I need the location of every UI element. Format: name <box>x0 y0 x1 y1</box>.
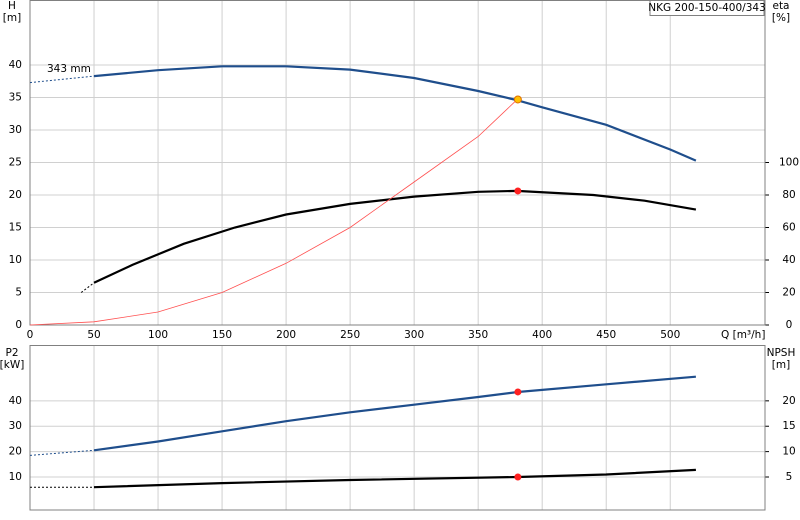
curve <box>29 99 517 326</box>
operating-point <box>514 473 522 481</box>
curve <box>93 65 697 162</box>
curve <box>93 375 696 452</box>
y-tick-label: 30 <box>9 124 22 136</box>
operating-point <box>513 95 522 104</box>
y2-axis-label: NPSH <box>767 347 796 359</box>
y2-axis-unit: [%] <box>772 12 790 24</box>
y-axis-label: H <box>8 0 16 12</box>
curve <box>93 189 697 284</box>
y2-axis-unit: [m] <box>772 359 790 371</box>
y2-axis-label: eta <box>772 0 789 12</box>
y2-tick-label: 0 <box>786 319 793 331</box>
y-tick-label: 0 <box>15 319 22 331</box>
curve-extension <box>29 449 95 456</box>
x-tick-label: 300 <box>404 329 424 341</box>
y-axis-label: P2 <box>5 347 18 359</box>
plot-frame <box>29 0 766 326</box>
y2-tick-label: 20 <box>782 395 795 407</box>
plot-frame <box>29 345 766 511</box>
y-tick-label: 5 <box>15 287 22 299</box>
curve-extension <box>29 75 95 84</box>
y-tick-label: 10 <box>9 471 22 483</box>
y-tick-label: 35 <box>9 92 22 104</box>
y-tick-label: 40 <box>9 395 22 407</box>
y2-tick-label: 40 <box>782 254 795 266</box>
x-tick-label: 350 <box>468 329 488 341</box>
x-tick-label: 450 <box>596 329 616 341</box>
chart-title: NKG 200-150-400/343 <box>648 2 766 14</box>
y-axis-unit: [m] <box>3 12 21 24</box>
y-tick-label: 40 <box>9 59 22 71</box>
y2-tick-label: 5 <box>786 471 793 483</box>
x-tick-label: 200 <box>276 329 296 341</box>
y-tick-label: 20 <box>9 189 22 201</box>
x-tick-label: 400 <box>532 329 552 341</box>
x-tick-label: 250 <box>340 329 360 341</box>
y-tick-label: 15 <box>9 222 22 234</box>
y2-tick-label: 60 <box>782 222 795 234</box>
curve <box>93 468 696 489</box>
x-tick-label: 150 <box>212 329 232 341</box>
y-axis-unit: [kW] <box>0 359 24 371</box>
y2-tick-label: 100 <box>779 157 799 169</box>
x-tick-label: 50 <box>87 329 100 341</box>
curve-extension <box>80 282 95 293</box>
y-tick-label: 30 <box>9 420 22 432</box>
title-box <box>649 0 765 16</box>
x-tick-label: 100 <box>148 329 168 341</box>
operating-point <box>514 187 522 195</box>
y-tick-label: 10 <box>9 254 22 266</box>
y-tick-label: 25 <box>9 157 22 169</box>
y2-tick-label: 80 <box>782 189 795 201</box>
x-tick-label: 500 <box>660 329 680 341</box>
annotation: 343 mm <box>47 63 91 75</box>
operating-point <box>514 388 522 396</box>
x-tick-label: 0 <box>27 329 34 341</box>
y2-tick-label: 15 <box>782 420 795 432</box>
y-tick-label: 20 <box>9 446 22 458</box>
y2-tick-label: 20 <box>782 287 795 299</box>
x-axis-label: Q [m³/h] <box>721 329 765 341</box>
y2-tick-label: 10 <box>782 446 795 458</box>
